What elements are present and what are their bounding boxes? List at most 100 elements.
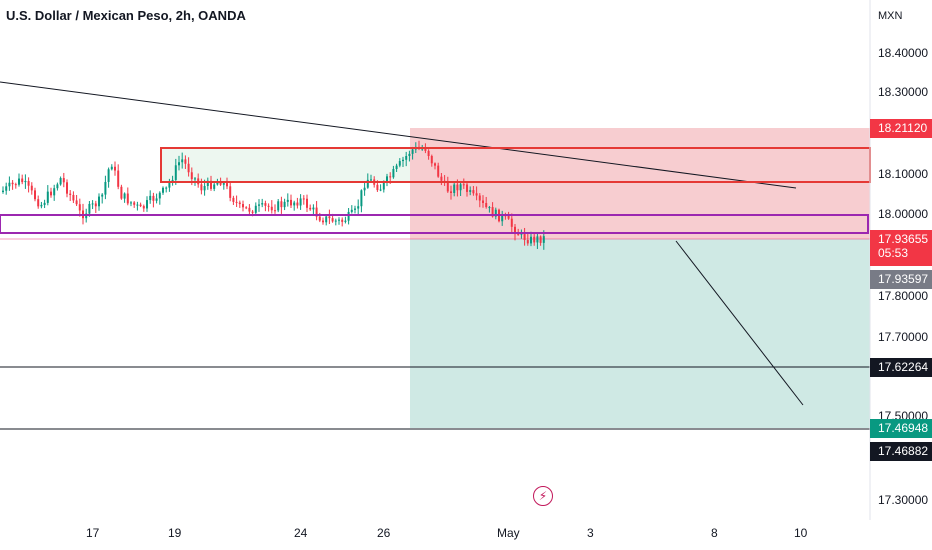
time-label: 8 — [711, 526, 718, 540]
candle-body — [478, 195, 481, 201]
candle-body — [117, 170, 120, 187]
current-price-badge: 17.93655 05:53 — [870, 230, 932, 266]
candle-body — [510, 218, 513, 227]
take-profit-zone[interactable] — [410, 239, 870, 428]
candle-body — [475, 193, 478, 196]
candle-body — [251, 211, 254, 213]
candle-body — [533, 236, 536, 243]
candle-body — [181, 159, 184, 163]
candle-body — [357, 206, 360, 209]
candle-body — [27, 181, 30, 186]
candle-body — [120, 186, 123, 199]
price-tick: 17.30000 — [878, 493, 929, 507]
candle-body — [354, 208, 356, 210]
candle-body — [21, 178, 24, 183]
candle-body — [434, 163, 436, 166]
candle-body — [56, 184, 59, 189]
candle-body — [30, 185, 33, 191]
candle-body — [142, 206, 145, 209]
candle-body — [536, 236, 539, 243]
candle-body — [37, 199, 40, 207]
candle-body — [286, 199, 289, 202]
candle-body — [408, 153, 411, 157]
candle-body — [482, 200, 484, 204]
candle-body — [264, 203, 267, 206]
candle-body — [306, 198, 308, 208]
candle-body — [2, 190, 4, 192]
candle-body — [14, 184, 17, 186]
candle-body — [270, 206, 273, 211]
candle-body — [149, 195, 152, 201]
candle-body — [155, 198, 158, 201]
candle-body — [40, 204, 43, 207]
candle-body — [242, 204, 244, 208]
candle-body — [411, 149, 414, 154]
time-label: 10 — [794, 526, 808, 540]
supply-zone-fill — [160, 149, 410, 182]
lightning-icon[interactable]: ⚡ — [533, 486, 553, 506]
candle-body — [43, 202, 46, 205]
candle-body — [427, 150, 430, 157]
candle-body — [78, 204, 81, 211]
candle-body — [517, 234, 520, 236]
candle-body — [466, 184, 468, 192]
candle-body — [530, 236, 532, 244]
candle-body — [526, 240, 529, 244]
candle-body — [213, 184, 216, 189]
candle-body — [539, 236, 542, 243]
candle-body — [350, 209, 353, 212]
price-tick: 17.70000 — [878, 330, 929, 344]
time-label: 24 — [294, 526, 308, 540]
candle-body — [165, 187, 168, 189]
candle-body — [315, 207, 318, 217]
candle-body — [146, 200, 148, 209]
candle-body — [370, 179, 372, 181]
candle-body — [206, 180, 209, 187]
candle-body — [392, 169, 395, 178]
candle-body — [450, 191, 452, 193]
candle-body — [187, 163, 190, 173]
candle-body — [203, 186, 206, 191]
candle-body — [379, 189, 382, 191]
candle-body — [494, 209, 497, 217]
candle-body — [338, 219, 340, 221]
candle-body — [376, 184, 379, 191]
level-1-price-badge: 17.62264 — [870, 358, 932, 377]
candle-body — [485, 203, 488, 208]
candle-body — [133, 202, 136, 205]
candle-body — [424, 148, 427, 151]
candle-body — [290, 199, 292, 206]
candle-body — [69, 193, 72, 195]
candle-body — [514, 226, 516, 235]
candle-body — [261, 203, 264, 205]
demand-zone-box[interactable] — [0, 214, 869, 234]
candle-body — [104, 181, 107, 195]
candle-body — [507, 215, 510, 219]
projection-line[interactable] — [675, 240, 804, 406]
candle-body — [62, 178, 65, 183]
time-label: May — [497, 526, 520, 540]
candle-body — [293, 202, 296, 206]
candle-body — [283, 201, 286, 208]
candle-body — [152, 195, 155, 201]
candle-body — [347, 211, 350, 221]
price-tick: 18.00000 — [878, 207, 929, 221]
descending-trendline[interactable] — [0, 81, 797, 189]
candle-body — [402, 159, 404, 162]
candle-body — [226, 183, 228, 187]
candle-body — [178, 162, 180, 166]
candle-body — [318, 216, 321, 221]
price-tick: 17.80000 — [878, 289, 929, 303]
candle-body — [542, 236, 545, 243]
candle-body — [382, 182, 385, 190]
candle-body — [34, 190, 36, 200]
candle-body — [363, 187, 366, 191]
candle-body — [216, 181, 219, 185]
time-label: 19 — [168, 526, 182, 540]
candle-body — [229, 186, 232, 198]
candle-body — [312, 207, 315, 210]
price-tick: 18.10000 — [878, 167, 929, 181]
candle-body — [18, 178, 20, 185]
stop-loss-zone[interactable] — [410, 128, 870, 239]
